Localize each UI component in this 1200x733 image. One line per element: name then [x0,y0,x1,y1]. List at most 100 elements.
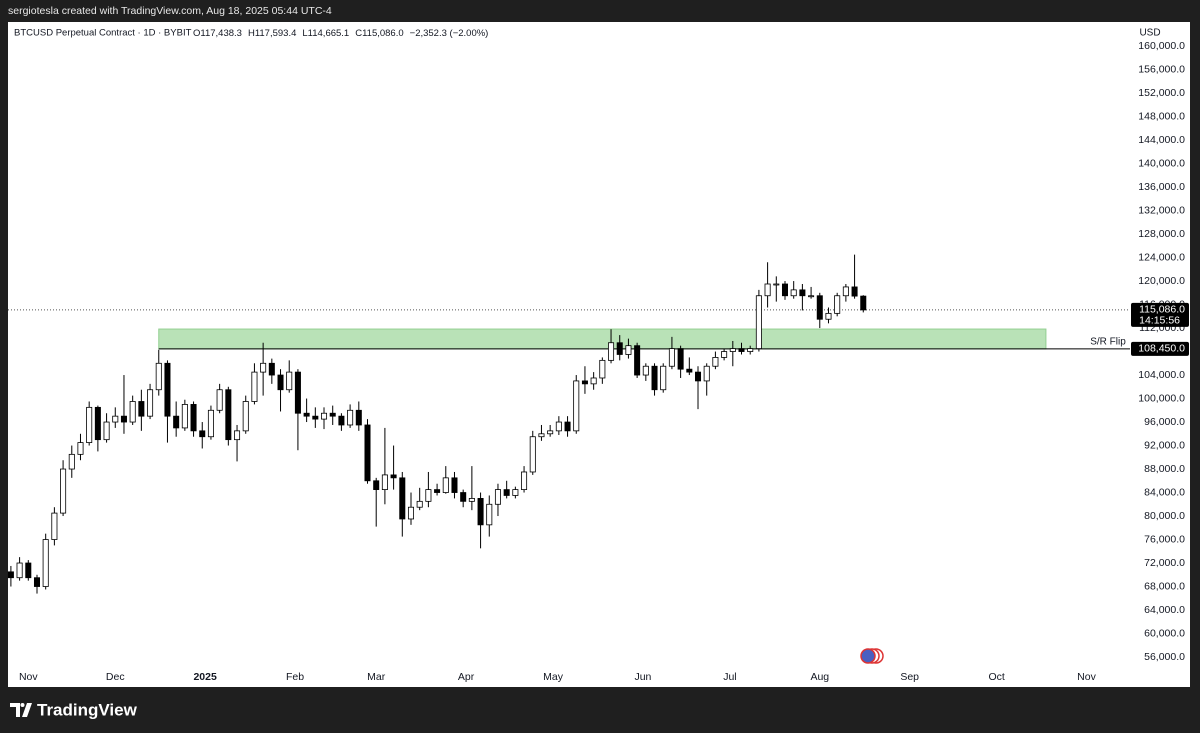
candle-body [590,377,597,385]
candle-body [686,368,693,373]
candle-body [94,406,101,441]
candle-body [547,430,554,435]
brand-logo [10,703,32,717]
candle-body [277,374,284,391]
y-tick-label: 64,000.0 [1144,604,1185,616]
candle-body [668,348,675,367]
candle-body [251,371,258,402]
candle-body [703,365,710,382]
candle-body [25,562,32,579]
x-tick-label: Apr [458,671,475,683]
ohlc-legend: O117,438.3 H117,593.4 L114,665.1 C115,086.0… [193,28,488,39]
candle-body [468,498,475,502]
candle-body [16,562,23,579]
plot: 56,000.0 60,000.0 64,000.0 68,000.0 72,000.0… [7,40,1189,683]
y-tick-label: 72,000.0 [1144,557,1185,569]
candle-body [642,365,649,376]
candle-body [616,342,623,355]
candle-body [33,577,41,587]
candle-body [781,283,789,297]
y-tick-label: 140,000.0 [1138,157,1185,169]
candle-body [381,474,388,490]
flag-icon [860,648,884,664]
level-price-box [1131,341,1189,356]
y-tick-label: 152,000.0 [1138,87,1185,99]
candle-body [407,506,415,520]
candle-body [390,474,397,479]
x-tick-label: Sep [900,671,919,683]
x-tick-label: Dec [106,671,125,683]
candle-body [329,412,336,417]
candle-body [294,371,301,414]
ohlc-value: O117,438.3 [193,28,242,39]
candle-body [103,421,110,441]
candle-body [451,477,458,493]
level-name: S/R Flip [1090,337,1126,348]
candle-body [477,498,484,526]
candle-body [486,503,493,526]
candle-body [286,371,293,391]
candle-body [729,348,736,352]
candle-body [216,389,223,411]
candle-body [721,351,728,358]
candle-body [529,436,536,473]
y-tick-label: 104,000.0 [1138,369,1185,381]
candle-body [521,471,528,490]
candle-body [695,371,702,382]
candle-body [538,433,545,438]
candle-body [425,489,432,502]
candle-body [68,453,75,470]
attribution: sergiotesla created with TradingView.com… [8,5,332,17]
candle-body [338,415,345,426]
candle-body [816,295,823,320]
x-tick-label: Jun [634,671,651,683]
x-tick-label: Jul [723,671,736,683]
y-tick-label: 68,000.0 [1144,580,1185,592]
x-tick-label: 2025 [193,671,217,683]
ohlc-value: L114,665.1 [302,28,349,39]
candle-body [599,359,606,379]
y-tick-label: 148,000.0 [1138,110,1185,122]
y-tick-label: 144,000.0 [1138,134,1185,146]
chart-panel [8,22,1190,687]
candle-body [234,430,241,441]
candle-body [225,389,232,441]
candle-body [842,286,849,297]
candle-body [503,489,510,496]
candle-body [373,480,380,490]
candle-body [260,362,267,373]
candle-body [834,295,841,314]
candle-body [712,357,719,367]
candle-body [60,468,67,514]
y-tick-label: 160,000.0 [1138,40,1185,52]
candle-body [790,289,797,297]
candle-body [173,415,180,429]
candle-body [442,477,449,493]
y-tick-label: 128,000.0 [1138,228,1185,240]
candle-body [268,362,275,376]
currency: USD [1139,28,1160,39]
candle-body [155,362,162,391]
y-tick-label: 92,000.0 [1144,439,1185,451]
candle-body [555,421,562,432]
candle-body [355,409,362,426]
candle-body [416,500,423,508]
candle-body [825,312,832,320]
candle-body [303,412,310,417]
y-tick-label: 84,000.0 [1144,486,1185,498]
candle-body [147,389,154,417]
x-tick-label: Nov [1077,671,1096,683]
candle-body [747,348,754,352]
candle-body [677,348,684,370]
x-tick-label: Aug [810,671,829,683]
chart-legend: BTCUSD Perpetual Contract · 1D · BYBIT O… [14,28,488,39]
candle-body [312,415,319,420]
candle-body [634,345,641,376]
y-tick-label: 120,000.0 [1138,275,1185,287]
candle-body [755,295,762,350]
candle-body [660,365,667,391]
candle-body [138,401,145,417]
current-price-label: 115,086.0 [1139,304,1185,316]
current-price-box [1131,302,1189,327]
